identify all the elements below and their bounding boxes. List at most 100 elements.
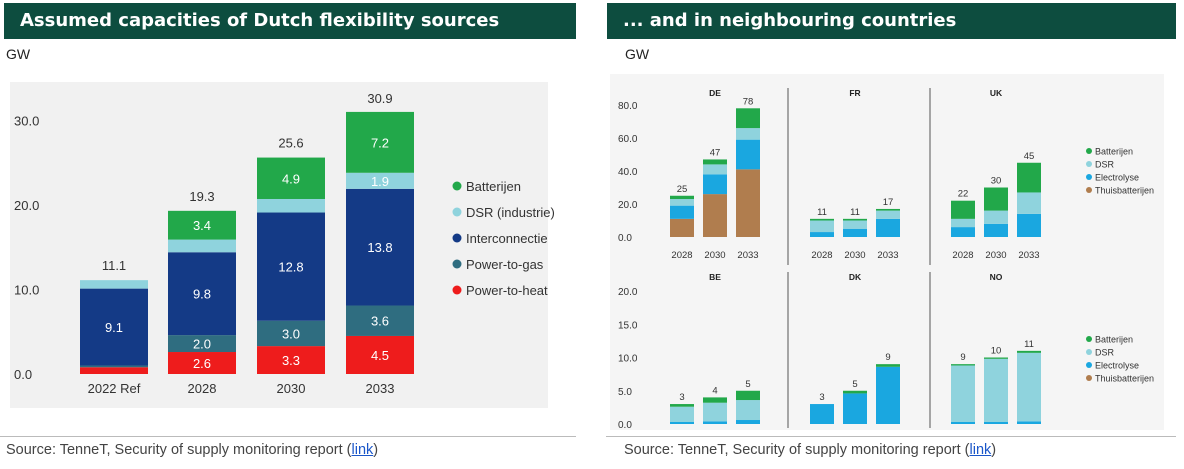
legend-marker-batterijen [452,181,462,191]
legend-label-batterijen: Batterijen [466,179,521,194]
legend-label-electrolyse: Electrolyse [1095,173,1139,183]
x-category-label: 2028 [811,250,832,261]
bar-segment-power-to-gas [346,305,414,336]
bar-segment-interconnectie [168,252,236,336]
bar-segment-dsr [703,402,727,422]
right-source-suffix: ) [991,442,997,458]
segment-data-label: 2.0 [193,337,211,352]
bar-segment-electrolyse [984,223,1008,237]
y-tick-label: 0.0 [14,367,32,382]
segment-data-label: 12.8 [278,260,303,275]
bar-segment-dsr-industrie [168,239,236,253]
left-unit-label: GW [6,46,31,62]
y-tick-label: 20.0 [14,198,39,213]
bar-segment-batterijen [670,404,694,407]
y-tick-label: 60.0 [618,134,638,145]
segment-data-label: 1.9 [371,174,389,189]
right-source-rule [606,436,1176,437]
x-category-label: 2030 [277,381,306,396]
legend-marker-thuisbatterijen [1086,375,1092,381]
segment-data-label: 13.8 [367,240,392,255]
bar-total-label: 9 [960,352,965,363]
y-tick-label: 20.0 [618,287,638,298]
bar-segment-batterijen [1017,350,1041,353]
segment-data-label: 7.2 [371,135,389,150]
bar-total-label: 22 [958,189,969,200]
bar-segment-batterijen [703,397,727,403]
legend-label-power-to-heat: Power-to-heat [466,283,548,298]
bar-segment-electrolyse [843,393,867,424]
right-source-prefix: Source: TenneT, Security of supply monit… [624,442,970,458]
legend-marker-dsr [1086,349,1092,355]
bar-segment-dsr [1017,352,1041,422]
bar-total-label: 30.9 [367,91,392,106]
bar-segment-batterijen [1017,162,1041,193]
legend-label-dsr: DSR [1095,348,1115,358]
bar-segment-interconnectie [346,188,414,306]
bar-total-label: 3 [819,392,824,403]
bar-segment-thuisbatterijen [736,169,760,237]
bar-segment-electrolyse [843,228,867,237]
country-label-de: DE [709,88,721,98]
bar-segment-batterijen [984,357,1008,359]
bar-segment-power-to-gas [80,365,148,368]
x-category-label: 2033 [1018,250,1039,261]
left-source: Source: TenneT, Security of supply monit… [6,442,378,458]
bar-segment-dsr [843,220,867,229]
bar-total-label: 25 [677,184,688,195]
legend-label-interconnectie: Interconnectie [466,231,548,246]
bar-segment-dsr-industrie [346,172,414,189]
bar-segment-batterijen [876,208,900,211]
bar-segment-electrolyse [736,420,760,424]
bar-total-label: 5 [745,379,750,390]
bar-segment-dsr [984,358,1008,423]
y-tick-label: 0.0 [618,233,632,244]
legend-label-batterijen: Batterijen [1095,335,1133,345]
bar-total-label: 47 [710,147,721,158]
bar-segment-electrolyse [703,174,727,195]
bar-total-label: 19.3 [189,189,214,204]
x-category-label: 2033 [366,381,395,396]
bar-segment-electrolyse [1017,421,1041,424]
bar-total-label: 4 [712,385,717,396]
left-panel-title: Assumed capacities of Dutch flexibility … [4,3,576,39]
segment-data-label: 9.8 [193,287,211,302]
legend-label-batterijen: Batterijen [1095,147,1133,157]
country-label-fr: FR [849,88,860,98]
x-category-label: 2030 [844,250,865,261]
bar-segment-batterijen [346,111,414,173]
bar-segment-dsr [670,199,694,206]
y-tick-label: 5.0 [618,387,632,398]
x-category-label: 2033 [877,250,898,261]
bar-segment-electrolyse [984,422,1008,424]
bar-segment-interconnectie [257,212,325,321]
bar-segment-electrolyse [951,422,975,424]
segment-data-label: 2.6 [193,356,211,371]
legend-label-dsr: DSR [1095,160,1115,170]
x-category-label: 2028 [671,250,692,261]
legend-label-power-to-gas: Power-to-gas [466,257,544,272]
segment-data-label: 4.9 [282,171,300,186]
bar-segment-batterijen [670,195,694,200]
bar-segment-electrolyse [810,232,834,237]
segment-data-label: 9.1 [105,320,123,335]
bar-segment-batterijen [168,210,236,240]
bar-total-label: 3 [679,392,684,403]
bar-segment-dsr [810,220,834,233]
right-unit-label: GW [625,46,650,62]
bar-segment-batterijen [703,159,727,165]
bar-segment-power-to-heat [257,346,325,374]
legend-marker-batterijen [1086,336,1092,342]
bar-total-label: 11 [817,207,827,218]
bar-segment-batterijen [876,364,900,367]
y-tick-label: 10.0 [618,354,638,365]
legend-label-dsr-industrie: DSR (industrie) [466,205,555,220]
bar-segment-dsr [703,164,727,175]
left-source-link[interactable]: link [351,442,374,458]
legend-label-electrolyse: Electrolyse [1095,361,1139,371]
bar-segment-dsr-industrie [80,280,148,289]
bar-segment-power-to-gas [257,320,325,347]
legend-marker-electrolyse [1086,174,1092,180]
right-panel-title: ... and in neighbouring countries [607,3,1176,39]
right-source-link[interactable]: link [969,442,992,458]
